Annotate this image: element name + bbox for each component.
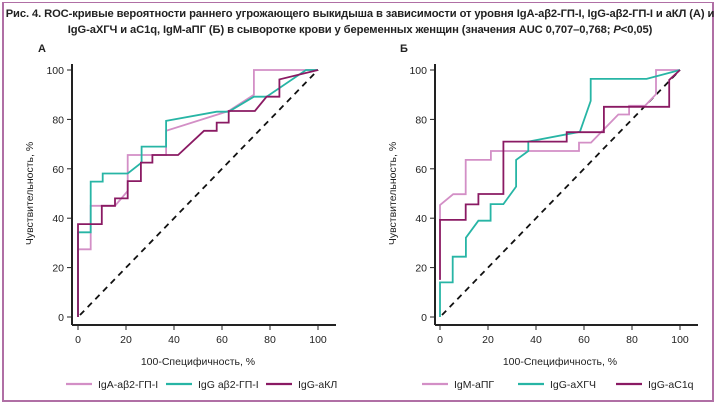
panel-b-x-tick-label: 40	[530, 334, 542, 346]
panel-a-legend-label-2: IgG aβ2-ГП-I	[198, 379, 259, 391]
panel-a-x-axis-title: 100-Специфичность, %	[141, 356, 255, 368]
panel-b-label: Б	[400, 43, 408, 55]
panel-b-x-tick-label: 100	[671, 334, 689, 346]
panel-a-series-line-3	[77, 69, 319, 317]
panel-b-y-tick-label: 80	[415, 114, 427, 126]
panel-b-y-tick-label: 20	[415, 263, 427, 275]
panel-a-y-tick-label: 80	[52, 114, 64, 126]
panel-b-legend-label-2: IgG-aХГЧ	[550, 379, 596, 391]
panel-a-legend-label-1: IgA-aβ2-ГП-I	[98, 379, 158, 391]
panel-a-series-line-2	[77, 69, 318, 317]
panel-b-legend-label-3: IgG-aC1q	[648, 379, 694, 391]
panel-b-x-tick-label: 80	[626, 334, 638, 346]
panel-b-x-tick-label: 60	[578, 334, 590, 346]
panel-a-y-tick-label: 0	[58, 312, 64, 324]
panel-a-reference-line	[79, 69, 319, 316]
panel-a-legend-label-3: IgG-aКЛ	[298, 379, 337, 391]
panel-b-y-tick-label: 40	[415, 213, 427, 225]
panel-a-x-tick-label: 80	[264, 334, 276, 346]
panel-b-series-line-2	[439, 69, 681, 317]
caption-line-1: Рис. 4. ROC-кривые вероятности раннего у…	[5, 8, 715, 20]
panel-a-label: А	[38, 43, 46, 55]
panel-a-x-tick-label: 100	[309, 334, 327, 346]
panel-b-legend-label-1: IgM-aПГ	[454, 379, 494, 391]
panel-b-y-tick-label: 0	[421, 312, 427, 324]
panel-a-y-tick-label: 40	[52, 213, 64, 225]
panel-b-reference-line	[441, 69, 681, 316]
figure-caption: Рис. 4. ROC-кривые вероятности раннего у…	[0, 6, 720, 38]
caption-line-2-post: <0,05)	[620, 24, 653, 36]
panel-b-y-tick-label: 100	[409, 65, 427, 77]
panel-a-x-tick-label: 0	[75, 334, 81, 346]
caption-line-2: IgG-aХГЧ и aC1q, IgM-aПГ (Б) в сыворотке…	[0, 22, 720, 38]
panel-a-x-tick-label: 20	[120, 334, 132, 346]
panel-b-series-line-1	[439, 69, 680, 221]
panel-b-y-axis-title: Чувствительность, %	[387, 142, 399, 245]
panel-a-x-tick-label: 40	[168, 334, 180, 346]
panel-a-y-axis-title: Чувствительность, %	[24, 142, 36, 245]
panel-a-y-tick-label: 100	[46, 65, 64, 77]
panel-a-series-line-1	[77, 69, 318, 317]
caption-p-symbol: P	[613, 24, 621, 36]
panel-a-y-tick-label: 60	[52, 164, 64, 176]
panel-b-series-line-3	[439, 69, 681, 280]
panel-a-x-tick-label: 60	[216, 334, 228, 346]
panel-b-y-tick-label: 60	[415, 164, 427, 176]
panel-b-x-tick-label: 20	[482, 334, 494, 346]
panel-b-x-tick-label: 0	[437, 334, 443, 346]
panel-b-x-axis-title: 100-Специфичность, %	[503, 356, 617, 368]
panel-a-y-tick-label: 20	[52, 263, 64, 275]
figure-frame	[2, 2, 714, 402]
caption-line-2-pre: IgG-aХГЧ и aC1q, IgM-aПГ (Б) в сыворотке…	[67, 24, 614, 36]
